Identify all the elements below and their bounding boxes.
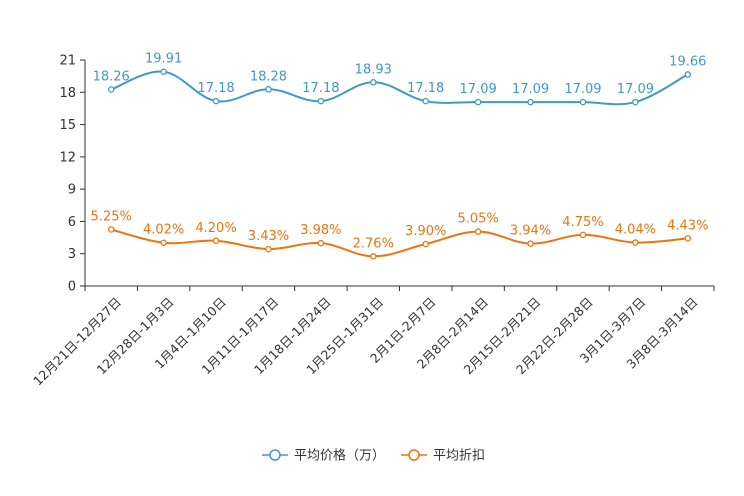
- legend-item-1[interactable]: 平均价格（万）: [262, 448, 385, 464]
- data-point: [265, 86, 272, 93]
- data-label: 4.02%: [143, 223, 184, 238]
- data-label: 3.98%: [300, 223, 341, 238]
- data-point: [107, 226, 115, 233]
- data-label: 17.09: [512, 82, 549, 97]
- data-label: 17.09: [617, 82, 654, 97]
- data-point: [107, 86, 115, 93]
- series-line-2: [110, 228, 688, 258]
- data-point: [474, 228, 482, 235]
- data-label: 3.94%: [510, 224, 551, 239]
- data-point: [684, 235, 692, 242]
- chart-legend[interactable]: 平均价格（万） 平均折扣: [262, 448, 485, 464]
- y-tick-label: 0: [68, 280, 76, 295]
- data-point: [527, 98, 534, 106]
- legend-label: 平均价格（万）: [294, 448, 385, 464]
- data-label: 19.91: [145, 52, 182, 67]
- data-point: [684, 71, 692, 78]
- data-point: [422, 97, 429, 105]
- legend-label: 平均折扣: [433, 449, 485, 464]
- data-label: 18.93: [355, 62, 392, 77]
- series-line-1: [110, 70, 689, 106]
- data-label: 5.05%: [457, 212, 498, 227]
- legend-item-2[interactable]: 平均折扣: [401, 449, 485, 464]
- y-tick-label: 12: [59, 150, 76, 165]
- data-point: [632, 98, 639, 106]
- data-point: [579, 231, 587, 239]
- legend-marker: [269, 449, 281, 461]
- y-tick-label: 3: [68, 247, 76, 262]
- data-point: [160, 239, 167, 246]
- data-point: [579, 98, 587, 106]
- data-label: 19.66: [669, 54, 706, 69]
- data-label: 18.26: [93, 69, 130, 84]
- data-point: [212, 97, 220, 105]
- data-label: 4.20%: [195, 221, 236, 236]
- data-label: 2.76%: [353, 236, 394, 251]
- data-label: 17.18: [197, 81, 234, 96]
- data-point: [370, 253, 377, 260]
- legend-marker: [408, 449, 420, 461]
- data-point: [317, 239, 325, 247]
- data-point: [370, 79, 377, 86]
- y-tick-label: 18: [59, 86, 76, 101]
- data-label: 4.43%: [667, 218, 708, 233]
- chart-data-labels: 18.26 19.91 17.18 18.28 17.18 18.93 17.18 17.09…: [91, 52, 709, 252]
- data-label: 17.18: [302, 81, 339, 96]
- data-label: 17.18: [407, 81, 444, 96]
- data-point: [474, 98, 482, 106]
- data-label: 4.75%: [562, 215, 603, 230]
- data-label: 4.04%: [615, 223, 656, 238]
- y-tick-label: 9: [68, 183, 76, 198]
- data-label: 17.09: [564, 82, 601, 97]
- y-tick-label: 15: [59, 118, 76, 133]
- data-label: 18.28: [250, 69, 287, 84]
- chart-series-lines: [110, 70, 689, 258]
- chart-points: [107, 68, 692, 260]
- x-tick-label: 12月21日-12月27日: [30, 294, 124, 388]
- data-point: [422, 240, 429, 248]
- data-point: [212, 237, 220, 245]
- data-point: [317, 97, 325, 105]
- data-point: [632, 239, 639, 246]
- data-label: 3.90%: [405, 224, 446, 239]
- data-label: 3.43%: [248, 229, 289, 244]
- data-point: [265, 245, 272, 253]
- y-tick-label: 6: [68, 215, 76, 230]
- data-label: 5.25%: [91, 210, 132, 225]
- data-label: 17.09: [460, 82, 497, 97]
- y-tick-label: 21: [59, 54, 76, 69]
- data-point: [527, 240, 534, 247]
- data-point: [160, 68, 167, 75]
